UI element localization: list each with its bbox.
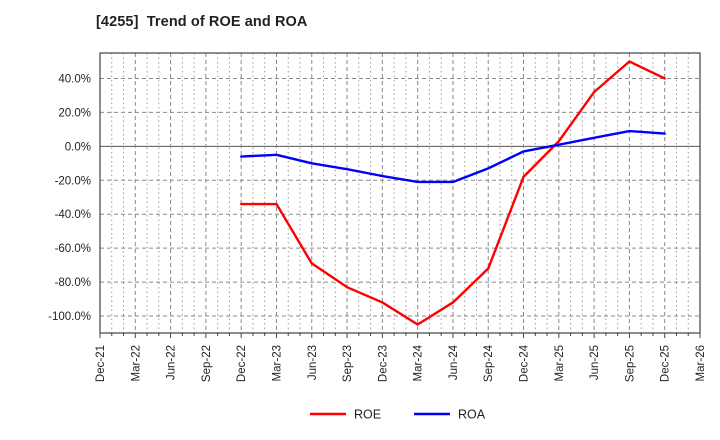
x-tick-label: Jun-25 xyxy=(589,345,601,380)
x-tick-label: Jun-23 xyxy=(307,345,319,380)
series-line-roa xyxy=(239,129,666,184)
x-tick-label: Mar-25 xyxy=(554,345,566,381)
legend-label-roa: ROA xyxy=(458,408,486,422)
page-title: [4255] Trend of ROE and ROA xyxy=(96,14,308,30)
y-tick-label: 20.0% xyxy=(58,107,91,119)
x-tick-label: Mar-26 xyxy=(695,345,707,381)
x-tick-label: Mar-24 xyxy=(413,344,425,381)
x-tick-label: Jun-24 xyxy=(448,344,460,380)
y-axis-tick-labels: 40.0% 20.0% 0.0% -20.0% -40.0% -60.0% -80.0% -1… xyxy=(48,73,91,323)
y-tick-label: -60.0% xyxy=(55,243,91,255)
x-tick-label: Dec-25 xyxy=(660,345,672,382)
x-tick-label: Jun-22 xyxy=(166,345,178,380)
x-tick-label: Dec-21 xyxy=(95,345,107,382)
x-tick-label: Sep-22 xyxy=(201,345,213,382)
x-tick-label: Sep-24 xyxy=(483,344,495,382)
grid-layer xyxy=(100,53,700,333)
x-tick-label: Dec-24 xyxy=(519,344,531,382)
y-tick-label: 40.0% xyxy=(58,73,91,85)
y-tick-label: -20.0% xyxy=(55,175,91,187)
x-tick-label: Mar-22 xyxy=(130,345,142,381)
x-tick-label: Dec-22 xyxy=(236,345,248,382)
axis-layer xyxy=(99,52,701,338)
y-tick-label: -80.0% xyxy=(55,277,91,289)
y-tick-label: -40.0% xyxy=(55,209,91,221)
x-tick-label: Dec-23 xyxy=(377,345,389,382)
chart-legend: ROE ROA xyxy=(310,408,486,422)
y-tick-label: -100.0% xyxy=(48,311,91,323)
y-tick-label: 0.0% xyxy=(65,141,91,153)
legend-label-roe: ROE xyxy=(354,408,381,422)
series-layer xyxy=(239,60,666,326)
x-tick-label: Sep-23 xyxy=(342,345,354,382)
series-line-roe xyxy=(239,60,666,326)
x-tick-label: Sep-25 xyxy=(624,345,636,382)
x-axis-tick-labels: Dec-21 Mar-22 Jun-22 Sep-22 Dec-22 Mar-23 Jun-… xyxy=(95,344,707,382)
x-tick-label: Mar-23 xyxy=(271,345,283,381)
